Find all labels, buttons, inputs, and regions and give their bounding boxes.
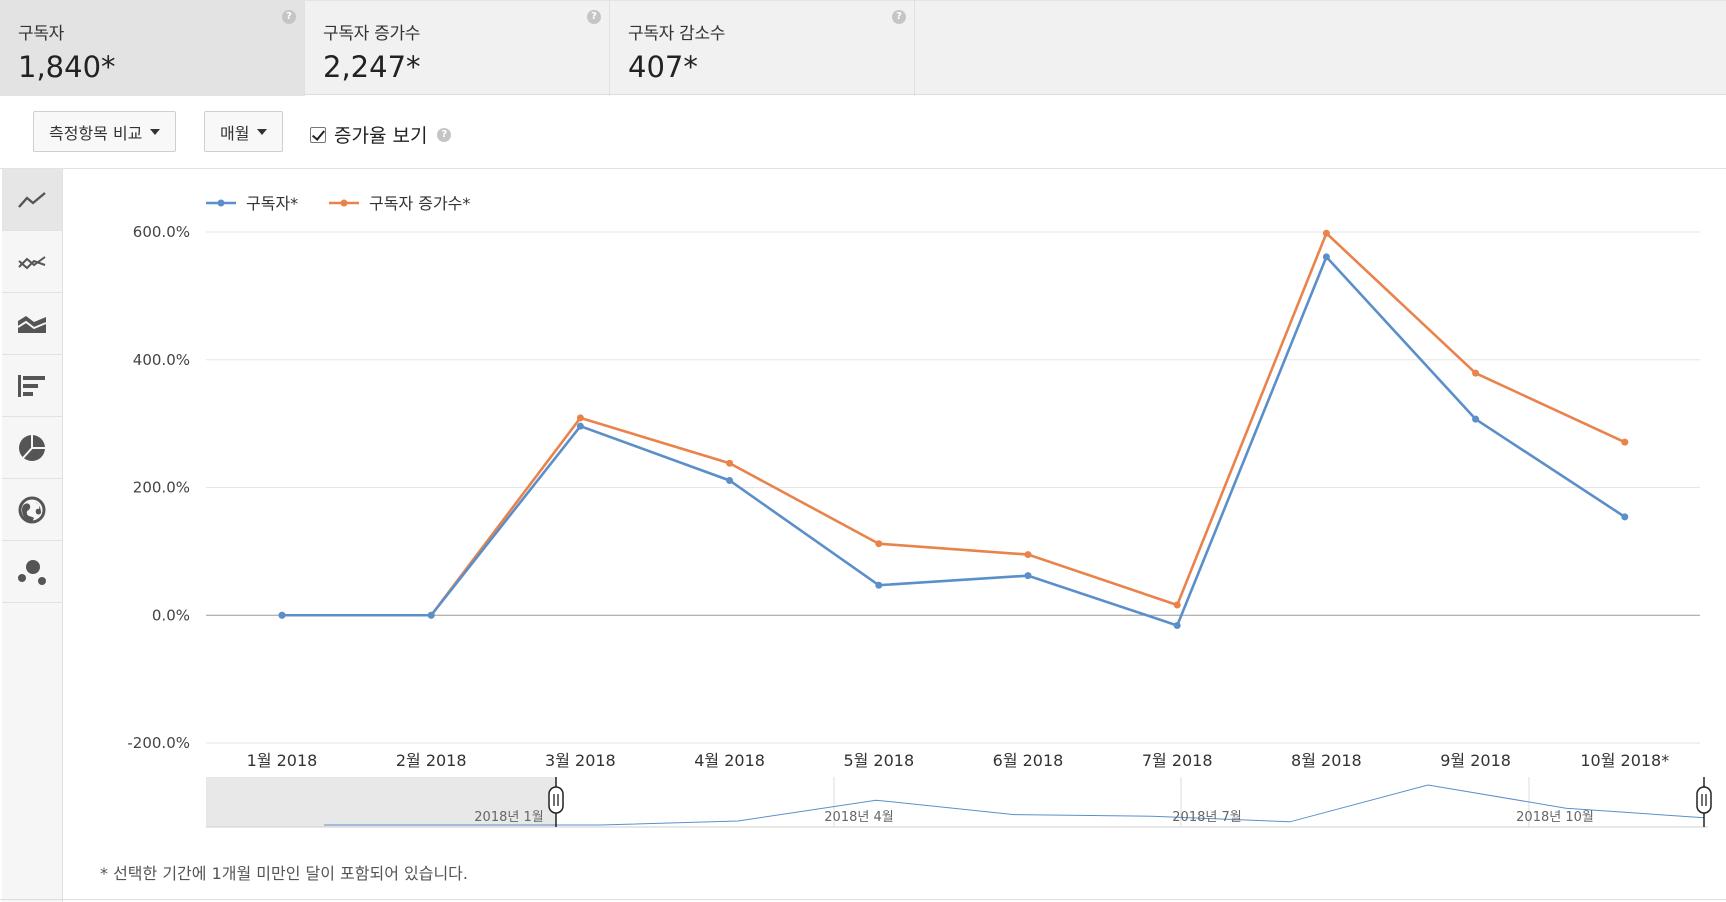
chevron-down-icon (150, 128, 161, 135)
x-tick-label: 4월 2018 (694, 751, 765, 770)
help-icon[interactable]: ? (587, 10, 601, 24)
x-tick-label: 5월 2018 (843, 751, 914, 770)
bubble-chart-button[interactable] (2, 541, 62, 603)
x-tick-label: 8월 2018 (1291, 751, 1362, 770)
navigator-label: 2018년 10월 (1516, 810, 1594, 825)
chart-gridlines (206, 231, 1700, 744)
metric-value: 1,840* (18, 50, 116, 84)
data-point (576, 422, 584, 430)
data-point (1173, 601, 1181, 609)
legend-marker (340, 199, 348, 207)
compare-metric-label: 측정항목 비교 (49, 123, 143, 143)
x-axis: 1월 2018 2월 2018 3월 2018 4월 2018 5월 2018 6월 20… (247, 751, 1670, 770)
data-point (1621, 513, 1629, 521)
data-point (1322, 253, 1330, 261)
data-point (875, 581, 883, 589)
data-point (1024, 551, 1032, 559)
x-tick-label: 9월 2018 (1440, 751, 1511, 770)
metric-tile-subscribers[interactable]: 구독자 1,840* ? (0, 1, 305, 96)
y-tick-label: 400.0% (133, 351, 190, 369)
compare-metric-dropdown[interactable]: 측정항목 비교 (33, 111, 177, 152)
navigator-handle (1696, 786, 1712, 814)
line-chart: 구독자* 구독자 증가수* 600.0% 400.0% 200.0% 0.0% -200.… (127, 194, 1712, 828)
chevron-down-icon (257, 128, 268, 135)
growth-rate-toggle: 증가율 보기 ? (310, 121, 452, 148)
data-point (875, 540, 883, 548)
metric-tiles: 구독자 1,840* ? 구독자 증가수 2,247* ? 구독자 감소수 40… (0, 0, 1726, 96)
navigator-label: 2018년 7월 (1172, 810, 1241, 825)
navigator-label: 2018년 1월 (474, 810, 543, 825)
y-tick-label: 600.0% (133, 223, 190, 241)
stacked-area-chart-button[interactable] (2, 293, 62, 355)
y-axis: 600.0% 400.0% 200.0% 0.0% -200.0% (127, 223, 190, 752)
pie-chart-button[interactable] (2, 417, 62, 479)
footnote: * 선택한 기간에 1개월 미만인 달이 포함되어 있습니다. (100, 864, 468, 883)
period-label: 매월 (220, 123, 250, 143)
help-icon[interactable]: ? (437, 127, 452, 142)
x-tick-label: 7월 2018 (1142, 751, 1213, 770)
bar-chart-button[interactable] (2, 355, 62, 417)
help-icon[interactable]: ? (282, 10, 296, 24)
metric-label: 구독자 증가수 (323, 24, 421, 44)
navigator-label: 2018년 4월 (824, 810, 893, 825)
divider (0, 899, 1726, 900)
multi-line-chart-icon (18, 255, 46, 269)
chart-type-rail (2, 169, 63, 902)
navigator-handle (548, 786, 564, 814)
bubble-chart-icon (18, 559, 46, 585)
map-chart-button[interactable] (2, 479, 62, 541)
growth-rate-checkbox[interactable] (310, 126, 326, 143)
growth-rate-label: 증가율 보기 (334, 125, 428, 147)
data-point (726, 459, 734, 467)
metric-tile-subscribers-gained[interactable]: 구독자 증가수 2,247* ? (305, 1, 610, 96)
data-point (726, 476, 734, 484)
navigator-series (324, 784, 1705, 826)
y-tick-label: 0.0% (152, 606, 190, 624)
metric-value: 407* (628, 50, 698, 84)
metric-label: 구독자 감소수 (628, 24, 726, 44)
series-line (282, 231, 1626, 617)
data-point (427, 611, 435, 619)
legend-marker (217, 199, 225, 207)
pie-chart-icon (19, 434, 45, 461)
navigator-unselected (206, 777, 556, 827)
help-icon[interactable]: ? (892, 10, 906, 24)
multi-line-chart-button[interactable] (2, 231, 62, 293)
chart-toolbar: 측정항목 비교 매월 증가율 보기 ? (0, 95, 1726, 169)
data-point (576, 414, 584, 422)
series-line (282, 254, 1626, 628)
data-point (1621, 438, 1629, 446)
data-point (1472, 369, 1480, 377)
chart-series (278, 229, 1629, 629)
data-point (1322, 229, 1330, 237)
data-point (1472, 415, 1480, 423)
metric-tile-subscribers-lost[interactable]: 구독자 감소수 407* ? (610, 1, 915, 96)
legend-label: 구독자 증가수* (369, 194, 470, 213)
x-tick-label: 10월 2018* (1580, 751, 1669, 770)
x-tick-label: 6월 2018 (993, 751, 1064, 770)
globe-icon (18, 496, 46, 523)
data-point (1173, 621, 1181, 629)
x-tick-label: 2월 2018 (396, 751, 467, 770)
metric-value: 2,247* (323, 50, 421, 84)
line-chart-icon (18, 191, 46, 208)
metric-label: 구독자 (18, 24, 65, 44)
bar-chart-icon (18, 374, 45, 397)
line-chart-button[interactable] (2, 169, 62, 231)
stacked-area-chart-icon (17, 315, 47, 333)
x-tick-label: 1월 2018 (247, 751, 318, 770)
data-point (278, 611, 286, 619)
chart-legend: 구독자* 구독자 증가수* (206, 194, 470, 213)
legend-label: 구독자* (246, 194, 298, 213)
y-tick-label: 200.0% (133, 479, 190, 497)
x-tick-label: 3월 2018 (545, 751, 616, 770)
period-dropdown[interactable]: 매월 (204, 111, 284, 152)
data-point (1024, 572, 1032, 580)
y-tick-label: -200.0% (127, 734, 190, 752)
range-navigator[interactable]: 2018년 1월 2018년 4월 2018년 7월 2018년 10월 (206, 777, 1712, 828)
